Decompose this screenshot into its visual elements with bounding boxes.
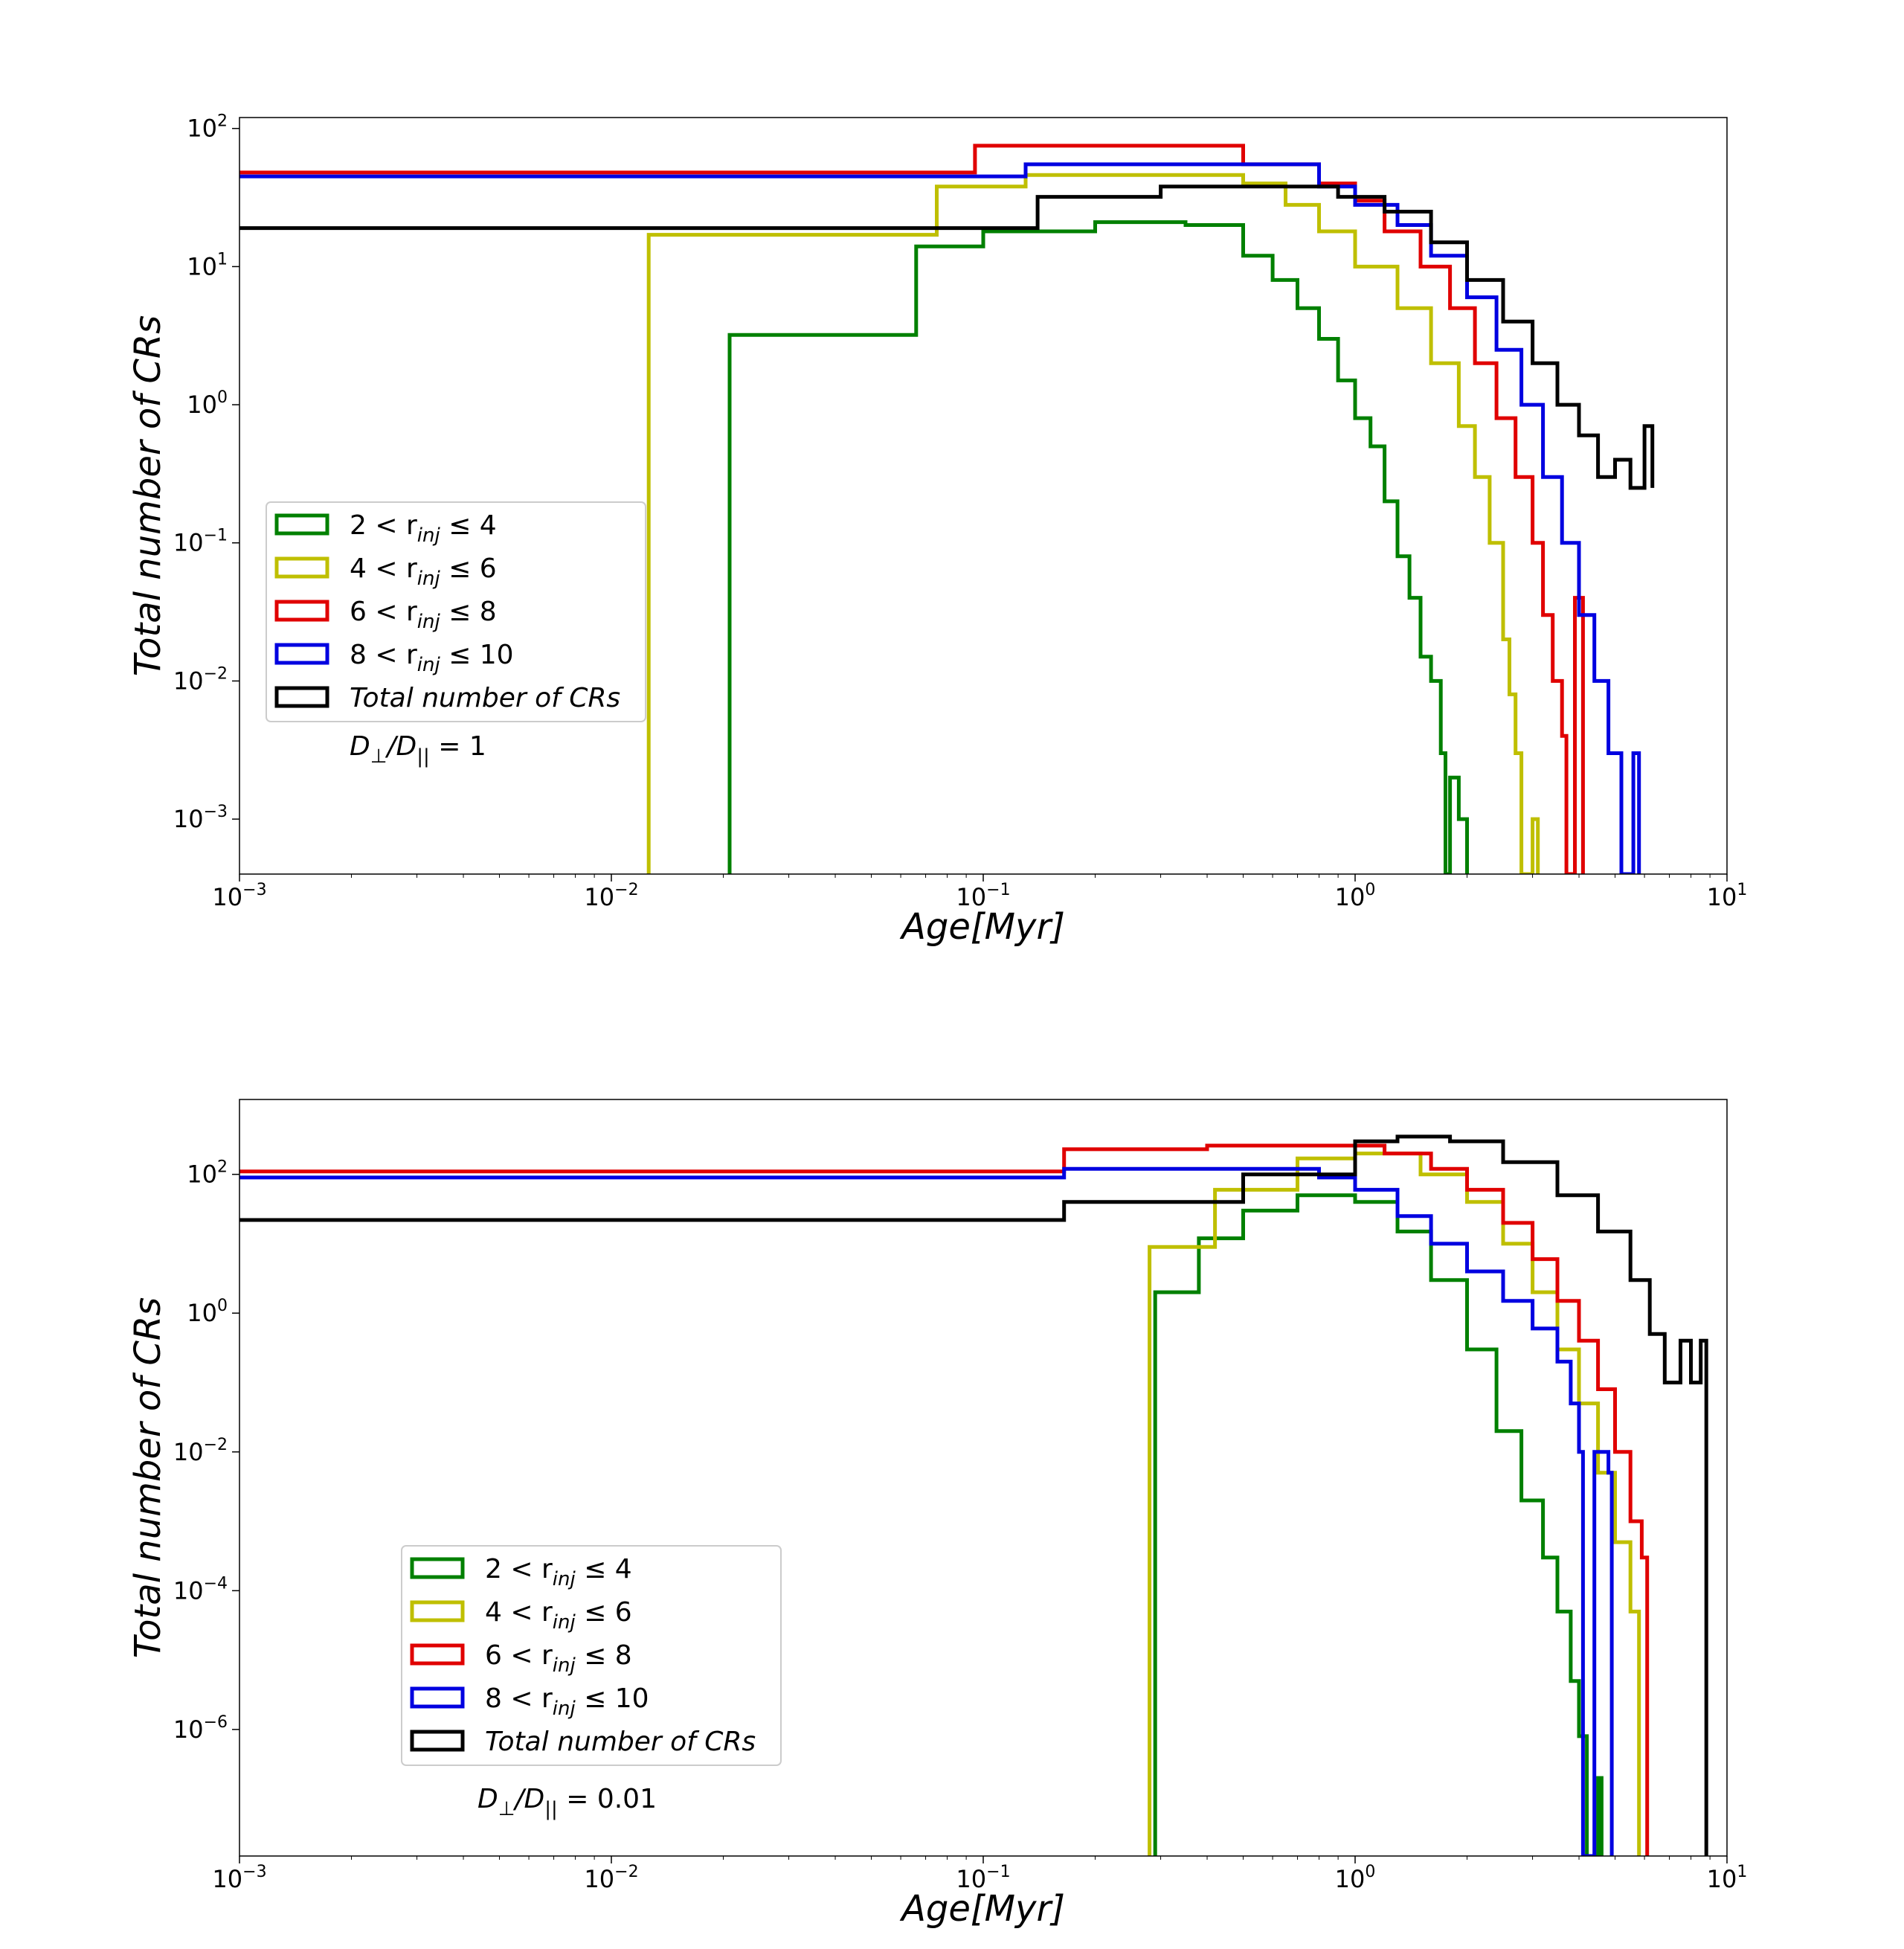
- legend: 2 < rinj ≤ 4 4 < rinj ≤ 6 6 < rinj ≤ 8 8 < …: [401, 1545, 782, 1766]
- y-tick-label: 10−6: [173, 1713, 228, 1744]
- x-tick-label: 10−1: [956, 1863, 1010, 1893]
- legend-swatch: [274, 513, 329, 536]
- legend-label: Total number of CRs: [485, 1727, 756, 1757]
- y-tick-label: 10−2: [173, 664, 228, 695]
- legend-box: [266, 501, 646, 722]
- x-tick-label: 101: [1707, 1863, 1748, 1893]
- legend-box: [401, 1545, 782, 1766]
- series-line-5: [239, 1134, 1708, 1856]
- y-tick-label: 101: [187, 250, 228, 280]
- x-tick-label: 10−3: [212, 1863, 266, 1893]
- legend-label: 2 < rinj ≤ 4: [350, 510, 497, 547]
- y-axis-label: Total number of CRs: [127, 315, 169, 677]
- y-tick-label: 100: [187, 388, 228, 419]
- series-group: [239, 144, 1655, 874]
- y-tick-label: 102: [187, 112, 228, 143]
- series-line-2: [646, 173, 1540, 874]
- x-tick-label: 10−1: [956, 881, 1010, 911]
- legend-swatch: [274, 686, 329, 708]
- series-line-1: [1153, 1193, 1604, 1856]
- series-line-5: [239, 184, 1655, 490]
- y-tick-label: 10−3: [173, 803, 228, 833]
- chart-panel-bottom: 10−3 10−2 10−1 100 101 102 100 10−2 10−4 10−6 Age[…: [127, 1099, 1747, 1930]
- legend-swatch: [410, 1686, 465, 1709]
- y-tick-label: 100: [187, 1297, 228, 1327]
- legend-swatch: [410, 1557, 465, 1579]
- legend-swatch: [274, 600, 329, 622]
- legend-label: 6 < rinj ≤ 8: [350, 597, 497, 633]
- x-axis-label: Age[Myr]: [899, 906, 1065, 948]
- y-tick-label: 10−1: [173, 527, 228, 557]
- legend-label: 8 < rinj ≤ 10: [350, 640, 514, 676]
- legend-swatch: [410, 1643, 465, 1666]
- y-tick-label: 10−4: [173, 1574, 228, 1605]
- y-axis-label: Total number of CRs: [127, 1297, 169, 1659]
- y-tick-label: 102: [187, 1158, 228, 1189]
- legend-label: 8 < rinj ≤ 10: [485, 1683, 649, 1720]
- series-line-2: [1148, 1152, 1641, 1856]
- legend-label: 6 < rinj ≤ 8: [485, 1640, 632, 1677]
- legend-swatch: [274, 643, 329, 665]
- legend: 2 < rinj ≤ 4 4 < rinj ≤ 6 6 < rinj ≤ 8 8 < …: [266, 501, 646, 722]
- ratio-annotation: D⊥/D|| = 0.01: [477, 1784, 657, 1820]
- x-tick-label: 10−2: [584, 1863, 638, 1893]
- series-line-3: [239, 1143, 1650, 1856]
- legend-label: 4 < rinj ≤ 6: [485, 1597, 632, 1634]
- series-line-4: [239, 1166, 1614, 1856]
- legend-label: Total number of CRs: [350, 683, 620, 713]
- x-tick-label: 10−3: [212, 881, 266, 911]
- x-tick-label: 100: [1335, 1863, 1376, 1893]
- series-line-1: [727, 220, 1469, 874]
- legend-label: 2 < rinj ≤ 4: [485, 1554, 632, 1590]
- x-tick-label: 100: [1335, 881, 1376, 911]
- x-tick-label: 10−2: [584, 881, 638, 911]
- x-tick-label: 101: [1707, 881, 1748, 911]
- legend-swatch: [410, 1730, 465, 1752]
- y-tick-label: 10−2: [173, 1436, 228, 1466]
- ratio-annotation: D⊥/D|| = 1: [350, 731, 486, 768]
- chart-panel-top: 10−3 10−2 10−1 100 101 102 101 100 10−1 10−2 10−3 A…: [127, 112, 1747, 948]
- legend-swatch: [274, 556, 329, 579]
- series-group: [239, 1134, 1708, 1856]
- legend-label: 4 < rinj ≤ 6: [350, 553, 497, 590]
- legend-swatch: [410, 1600, 465, 1622]
- x-axis-label: Age[Myr]: [899, 1888, 1065, 1930]
